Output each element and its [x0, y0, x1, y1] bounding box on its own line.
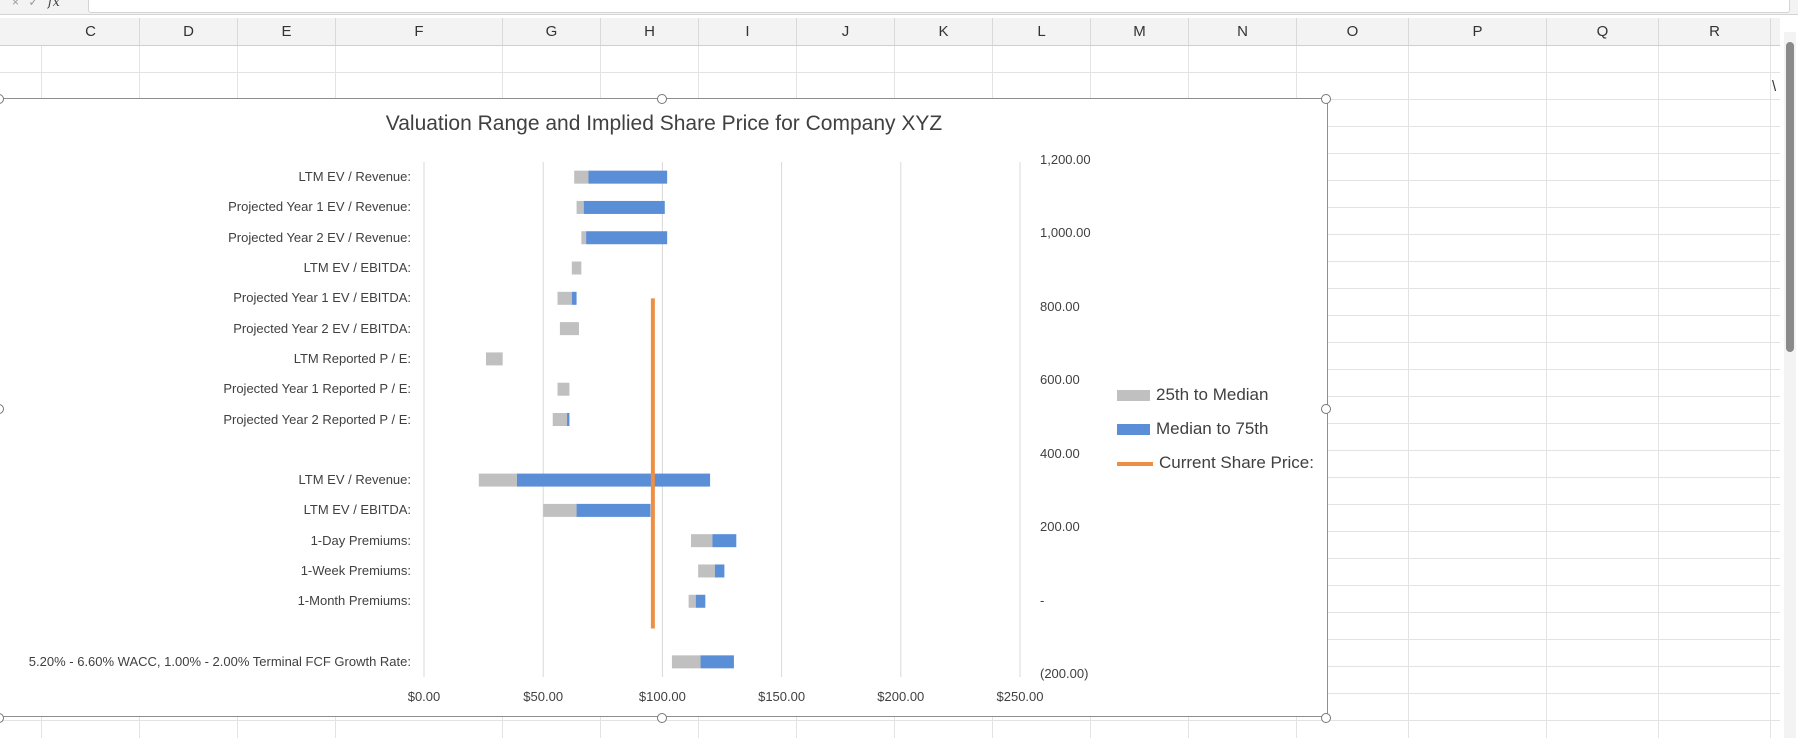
legend-swatch	[1117, 424, 1150, 436]
bar-25th-to-median	[557, 291, 572, 305]
y2-tick-label: 600.00	[1040, 372, 1080, 387]
legend-item-current-share-price[interactable]: Current Share Price:	[1117, 453, 1314, 473]
y2-tick-label: 400.00	[1040, 446, 1080, 461]
column-header-g[interactable]: G	[503, 18, 601, 45]
category-label: Projected Year 2 EV / EBITDA:	[233, 320, 411, 336]
x-tick-label: $50.00	[523, 689, 564, 704]
category-label: Projected Year 2 Reported P / E:	[223, 411, 411, 427]
column-header-p[interactable]: P	[1409, 18, 1547, 45]
column-header-e[interactable]: E	[238, 18, 336, 45]
bar-median-to-75th	[588, 170, 668, 184]
column-header-f[interactable]: F	[336, 18, 503, 45]
legend-swatch	[1117, 461, 1153, 466]
category-label: LTM Reported P / E:	[293, 350, 411, 366]
column-header-l[interactable]: L	[993, 18, 1091, 45]
x-tick-label: $100.00	[638, 689, 686, 704]
legend-item-25th-to-median[interactable]: 25th to Median	[1117, 385, 1268, 405]
bar-median-to-75th	[695, 594, 706, 608]
x-tick-label: $0.00	[407, 689, 441, 704]
category-label: Projected Year 1 Reported P / E:	[223, 381, 411, 397]
bar-25th-to-median	[671, 655, 701, 669]
formula-bar: × ✓ fx	[0, 0, 1798, 15]
x-tick-label: $250.00	[996, 689, 1044, 704]
bar-median-to-75th	[576, 503, 651, 517]
category-label: LTM EV / EBITDA:	[303, 502, 411, 518]
resize-handle[interactable]	[1321, 713, 1331, 723]
function-icon[interactable]: fx	[47, 0, 60, 10]
column-header-c[interactable]: C	[42, 18, 140, 45]
chart-title: Valuation Range and Implied Share Price …	[385, 112, 943, 135]
bar-25th-to-median	[571, 261, 582, 275]
x-tick-label: $200.00	[877, 689, 925, 704]
column-header-q[interactable]: Q	[1547, 18, 1659, 45]
bar-25th-to-median	[552, 413, 568, 426]
category-label: 5.20% - 6.60% WACC, 1.00% - 2.00% Termin…	[28, 653, 411, 669]
bar-median-to-75th	[571, 291, 577, 305]
bar-25th-to-median	[576, 200, 584, 214]
valuation-chart[interactable]: Valuation Range and Implied Share Price …	[0, 94, 1331, 723]
bar-25th-to-median	[543, 503, 577, 517]
legend-item-median-to-75th[interactable]: Median to 75th	[1117, 419, 1268, 439]
bar-median-to-75th	[583, 200, 665, 214]
category-label: 1-Month Premiums:	[297, 593, 411, 609]
column-header-k[interactable]: K	[895, 18, 993, 45]
vertical-scrollbar[interactable]	[1784, 32, 1796, 738]
y2-tick-label: 1,200.00	[1040, 152, 1091, 167]
resize-handle[interactable]	[1321, 404, 1331, 414]
bar-median-to-75th	[700, 655, 734, 669]
resize-handle[interactable]	[657, 94, 667, 104]
legend-swatch	[1117, 390, 1150, 402]
bar-median-to-75th	[712, 534, 737, 548]
confirm-icon[interactable]: ✓	[28, 0, 39, 9]
category-label: Projected Year 1 EV / EBITDA:	[233, 290, 411, 306]
column-header-h[interactable]: H	[601, 18, 699, 45]
category-labels: LTM EV / Revenue: Projected Year 1 EV / R…	[0, 99, 411, 718]
edge-glyph: \	[1772, 78, 1777, 95]
formula-controls: × ✓ fx	[12, 0, 66, 10]
legend-label: Current Share Price:	[1159, 453, 1314, 472]
y2-tick-label: -	[1040, 593, 1045, 608]
resize-handle[interactable]	[1321, 94, 1331, 104]
bar-25th-to-median	[559, 322, 579, 336]
column-header-j[interactable]: J	[797, 18, 895, 45]
bar-median-to-75th	[586, 231, 668, 245]
bar-median-to-75th	[516, 473, 711, 487]
column-header-r[interactable]: R	[1659, 18, 1771, 45]
column-header-n[interactable]: N	[1189, 18, 1297, 45]
y2-tick-label: 800.00	[1040, 299, 1080, 314]
legend-label: 25th to Median	[1156, 385, 1269, 404]
column-header-i[interactable]: I	[699, 18, 797, 45]
resize-handle[interactable]	[657, 713, 667, 723]
category-label: 1-Day Premiums:	[310, 532, 411, 548]
bar-25th-to-median	[688, 594, 696, 608]
category-label: LTM EV / Revenue:	[298, 169, 411, 185]
y2-tick-label: (200.00)	[1040, 666, 1089, 681]
column-header-m[interactable]: M	[1091, 18, 1189, 45]
bar-25th-to-median	[485, 352, 503, 366]
category-label: 1-Week Premiums:	[300, 562, 411, 578]
scrollbar-thumb[interactable]	[1786, 42, 1794, 352]
cancel-icon[interactable]: ×	[12, 0, 20, 9]
bar-25th-to-median	[691, 534, 713, 548]
column-header-d[interactable]: D	[140, 18, 238, 45]
bar-median-to-75th	[714, 564, 725, 578]
category-label: Projected Year 2 EV / Revenue:	[228, 229, 411, 245]
bar-25th-to-median	[581, 231, 587, 245]
x-tick-label: $150.00	[758, 689, 806, 704]
y2-tick-label: 200.00	[1040, 519, 1080, 534]
legend-label: Median to 75th	[1156, 419, 1269, 438]
bar-median-to-75th	[567, 413, 570, 426]
bar-25th-to-median	[557, 382, 570, 396]
bar-25th-to-median	[478, 473, 517, 487]
bar-25th-to-median	[574, 170, 589, 184]
bar-25th-to-median	[698, 564, 715, 578]
category-label: LTM EV / EBITDA:	[303, 260, 411, 276]
column-header-o[interactable]: O	[1297, 18, 1409, 45]
category-label: LTM EV / Revenue:	[298, 472, 411, 488]
y2-tick-label: 1,000.00	[1040, 225, 1091, 240]
formula-input[interactable]	[88, 0, 1790, 13]
category-label: Projected Year 1 EV / Revenue:	[228, 199, 411, 215]
plot-area	[423, 162, 1021, 677]
column-header-row: C D E F G H I J K L M N O P Q R	[0, 18, 1780, 46]
